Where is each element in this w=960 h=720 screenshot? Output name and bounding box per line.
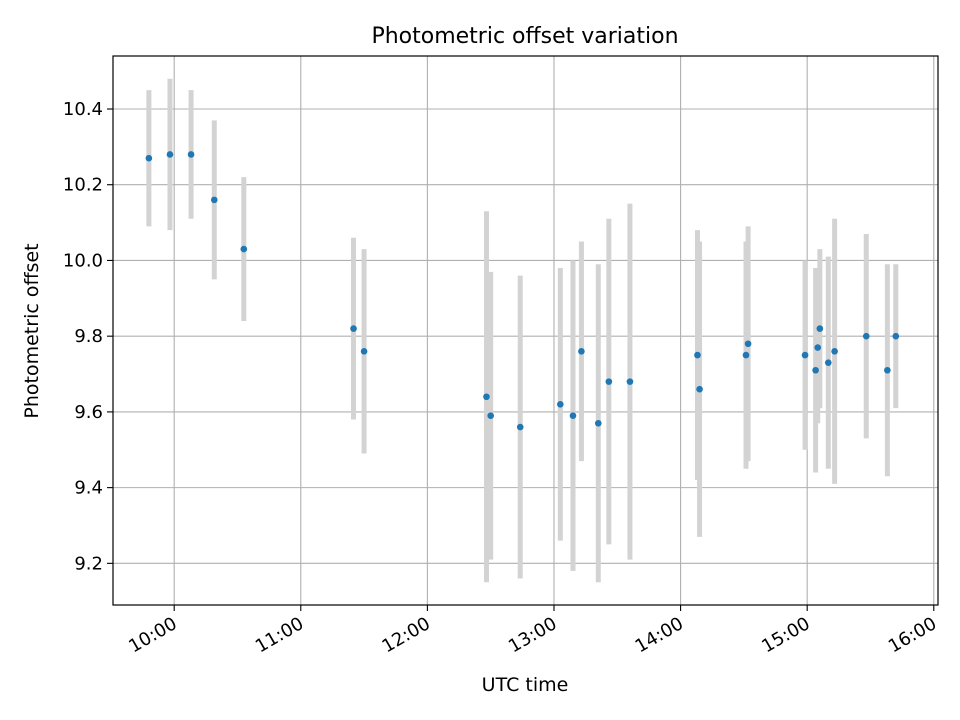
y-tick-label: 9.2 bbox=[74, 553, 103, 574]
data-point bbox=[831, 348, 838, 355]
data-point bbox=[187, 151, 195, 158]
y-tick-label: 10.4 bbox=[63, 99, 103, 120]
data-point bbox=[696, 385, 703, 393]
data-point bbox=[145, 154, 153, 162]
data-point bbox=[801, 351, 809, 359]
data-point bbox=[892, 332, 900, 340]
data-point bbox=[824, 359, 832, 366]
data-point bbox=[814, 344, 822, 351]
y-tick-label: 9.8 bbox=[74, 326, 103, 347]
plot-frame bbox=[112, 55, 939, 606]
y-axis-label: Photometric offset bbox=[21, 243, 43, 418]
data-point bbox=[516, 423, 524, 431]
data-point bbox=[884, 366, 891, 374]
data-point bbox=[569, 412, 577, 419]
data-point bbox=[812, 366, 819, 374]
data-point bbox=[483, 393, 490, 401]
data-point bbox=[240, 245, 248, 253]
y-tick-label: 10.2 bbox=[63, 175, 103, 196]
grid bbox=[113, 56, 938, 605]
x-axis-label: UTC time bbox=[482, 674, 569, 696]
data-point bbox=[694, 351, 701, 359]
data-point bbox=[166, 151, 174, 158]
y-tick-label: 9.6 bbox=[74, 402, 103, 423]
chart-title: Photometric offset variation bbox=[371, 24, 678, 49]
data-point bbox=[744, 340, 752, 348]
y-axis: 9.2 9.4 9.6 9.8 10.0 10.2 10.4 bbox=[63, 99, 113, 574]
data-point bbox=[360, 348, 368, 355]
data-point bbox=[605, 378, 613, 385]
data-point bbox=[626, 378, 634, 385]
y-tick-label: 9.4 bbox=[74, 478, 103, 499]
data-point bbox=[742, 351, 750, 359]
data-point bbox=[557, 401, 564, 408]
data-point bbox=[862, 332, 870, 340]
data-point bbox=[487, 412, 494, 419]
y-tick-label: 10.0 bbox=[63, 250, 103, 271]
data-point bbox=[578, 348, 585, 355]
data-point bbox=[210, 196, 218, 204]
data-point bbox=[816, 325, 824, 332]
data-point bbox=[594, 419, 602, 427]
data-points bbox=[145, 151, 900, 431]
data-point bbox=[350, 325, 357, 332]
